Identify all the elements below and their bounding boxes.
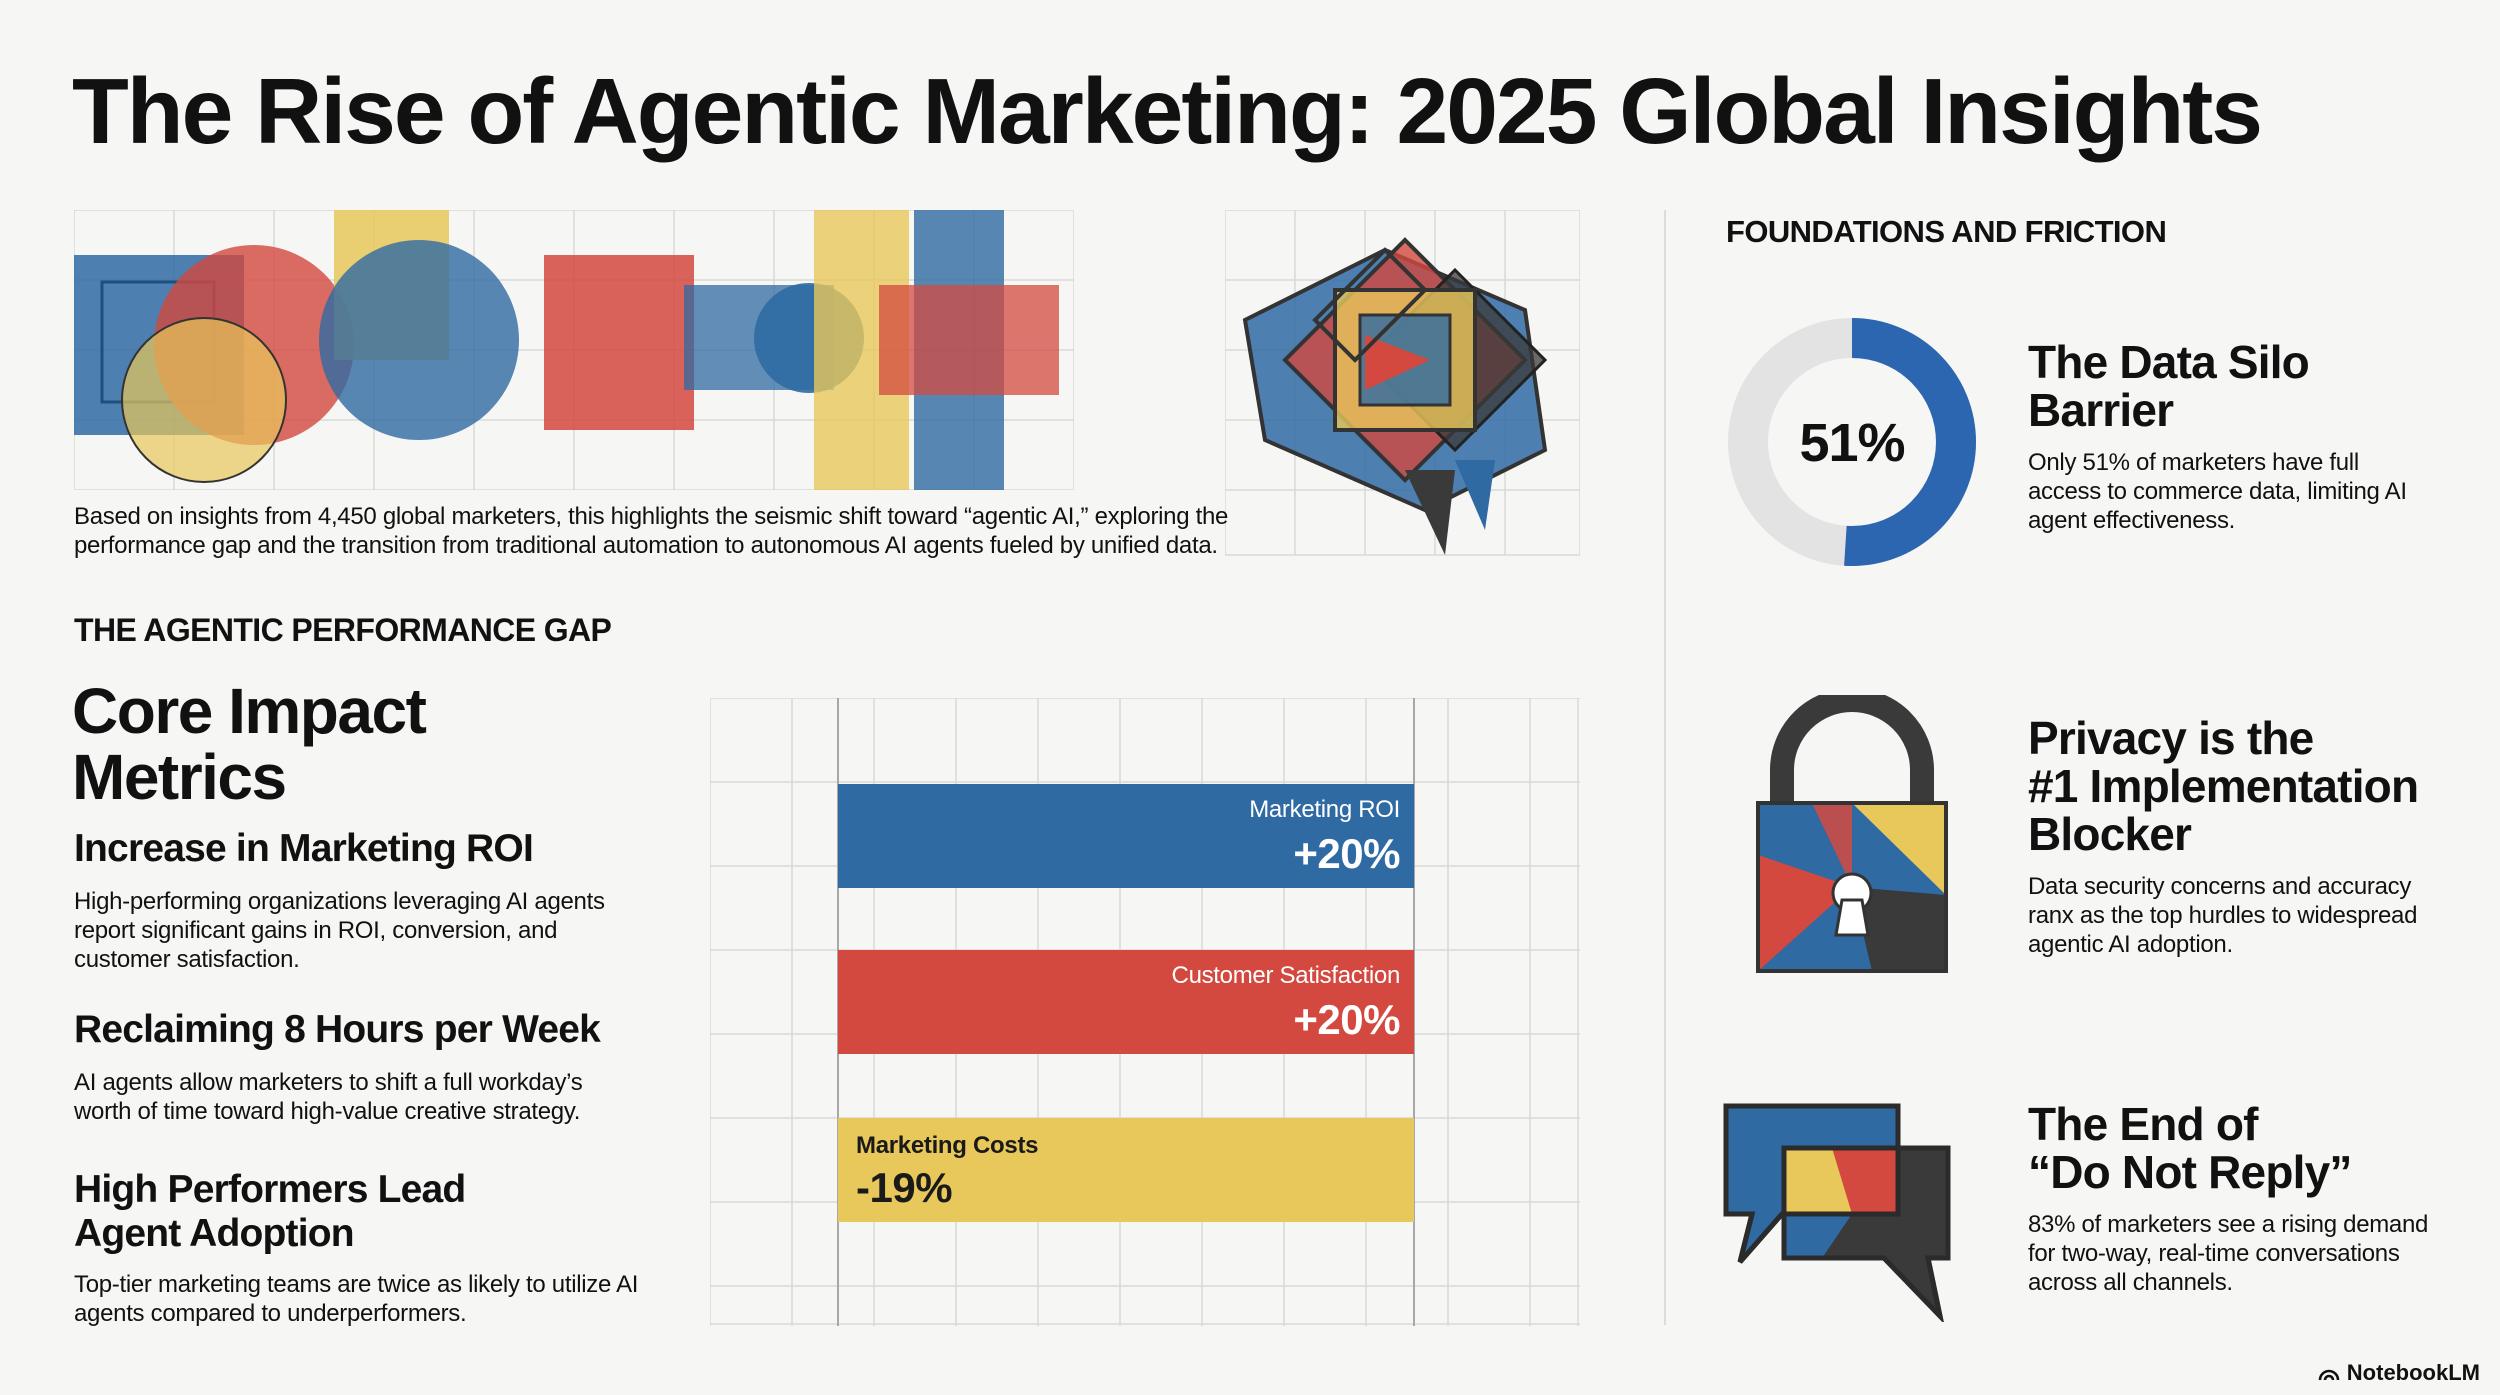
metric-description: AI agents allow marketers to shift a ful… bbox=[74, 1069, 583, 1125]
card-data-silo: The Data Silo Barrier Only 51% of market… bbox=[2028, 338, 2468, 535]
metric-description: Top-tier marketing teams are twice as li… bbox=[74, 1271, 639, 1327]
card-heading: Privacy is the #1 Implementation Blocker bbox=[2028, 714, 2478, 858]
bar-customer-satisfaction: Customer Satisfaction +20% bbox=[838, 950, 1414, 1054]
hero-geometric-art bbox=[74, 210, 1074, 490]
metric-description: High-performing organizations leveraging… bbox=[74, 888, 605, 973]
card-privacy: Privacy is the #1 Implementation Blocker… bbox=[2028, 714, 2478, 959]
brand-name: NotebookLM bbox=[2346, 1360, 2480, 1385]
page-title: The Rise of Agentic Marketing: 2025 Glob… bbox=[72, 59, 2263, 163]
card-heading-line: Barrier bbox=[2028, 384, 2174, 436]
bar-value-label: -19% bbox=[856, 1164, 953, 1211]
card-heading-line: #1 Implementation bbox=[2028, 760, 2419, 812]
bar-marketing-roi: Marketing ROI +20% bbox=[838, 784, 1414, 888]
metric-heading: Increase in Marketing ROI bbox=[74, 827, 534, 870]
bar-value-label: +20% bbox=[1293, 830, 1400, 877]
bar-category-label: Marketing ROI bbox=[1249, 796, 1400, 823]
data-silo-donut: 51% bbox=[1726, 316, 1978, 568]
card-heading-line: The End of bbox=[2028, 1098, 2258, 1150]
metric-hours: Reclaiming 8 Hours per Week AI agents al… bbox=[74, 1008, 674, 1126]
speech-bubbles-icon bbox=[1712, 1092, 1962, 1322]
core-impact-title-line1: Core Impact bbox=[72, 675, 427, 747]
donut-arc bbox=[1728, 318, 1976, 566]
card-description: Data security concerns and accuracy ranx… bbox=[2028, 873, 2418, 958]
bar-value-label: +20% bbox=[1293, 996, 1400, 1043]
card-description: Only 51% of marketers have full access t… bbox=[2028, 449, 2407, 534]
foundations-label: FOUNDATIONS AND FRICTION bbox=[1726, 214, 2167, 249]
metric-adoption: High Performers Lead Agent Adoption Top-… bbox=[74, 1168, 674, 1328]
card-heading-line: Blocker bbox=[2028, 808, 2192, 860]
bar-category-label: Marketing Costs bbox=[856, 1132, 1039, 1159]
bar-marketing-costs: Marketing Costs -19% bbox=[838, 1118, 1414, 1222]
card-heading: The End of “Do Not Reply” bbox=[2028, 1100, 2478, 1196]
card-heading-line: “Do Not Reply” bbox=[2028, 1146, 2352, 1198]
card-heading-line: The Data Silo bbox=[2028, 336, 2310, 388]
column-divider bbox=[1664, 210, 1666, 1325]
impact-bar-chart: Marketing ROI +20% Customer Satisfaction… bbox=[710, 698, 1580, 1326]
card-heading-line: Privacy is the bbox=[2028, 712, 2314, 764]
intro-text: Based on insights from 4,450 global mark… bbox=[74, 503, 1229, 559]
metric-heading: High Performers Lead Agent Adoption bbox=[74, 1168, 466, 1255]
card-heading: The Data Silo Barrier bbox=[2028, 338, 2468, 434]
diamond-speech-art bbox=[1225, 210, 1580, 560]
notebooklm-logo-icon bbox=[2318, 1369, 2340, 1381]
bar-category-label: Customer Satisfaction bbox=[1171, 962, 1401, 989]
metric-roi: Increase in Marketing ROI High-performin… bbox=[74, 827, 674, 974]
card-do-not-reply: The End of “Do Not Reply” 83% of markete… bbox=[2028, 1100, 2478, 1297]
donut-stat: 51% bbox=[1799, 413, 1905, 473]
card-description: 83% of marketers see a rising demand for… bbox=[2028, 1211, 2429, 1296]
metric-heading: Reclaiming 8 Hours per Week bbox=[74, 1008, 601, 1051]
padlock-icon bbox=[1752, 695, 1952, 975]
performance-gap-label: THE AGENTIC PERFORMANCE GAP bbox=[74, 612, 612, 648]
core-impact-title: Core Impact Metrics bbox=[72, 675, 427, 813]
brand-mark: NotebookLM bbox=[2317, 1360, 2480, 1386]
core-impact-title-line2: Metrics bbox=[72, 741, 287, 813]
